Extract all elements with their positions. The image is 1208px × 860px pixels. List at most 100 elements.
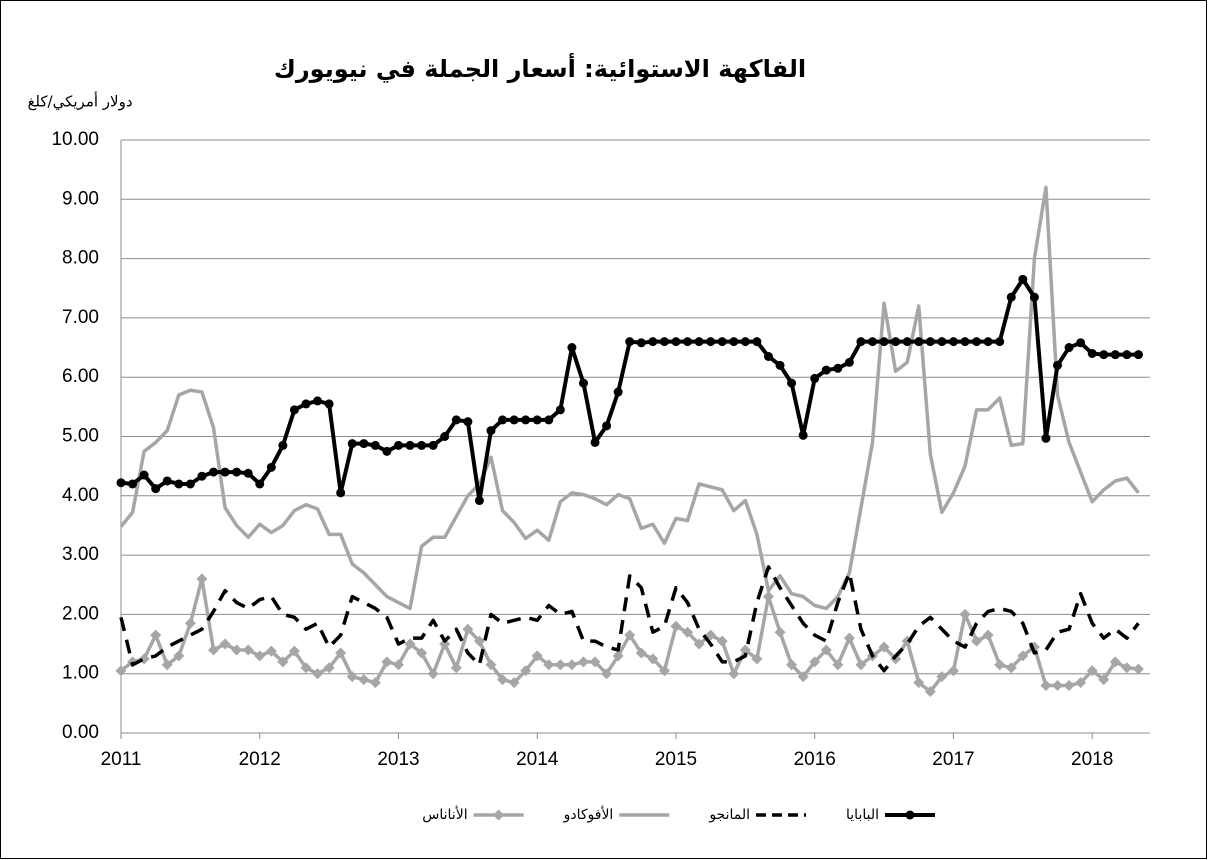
marker <box>567 343 577 353</box>
marker <box>589 656 601 668</box>
marker <box>762 591 774 603</box>
marker <box>336 488 346 498</box>
marker <box>219 638 231 650</box>
marker <box>971 635 983 647</box>
marker <box>855 659 867 671</box>
marker <box>947 665 959 677</box>
y-axis-label: دولار أمريكي/كلغ <box>27 92 132 112</box>
chart-title: الفاكهة الاستوائية: أسعار الجملة في نيوي… <box>274 53 806 83</box>
marker <box>313 396 323 406</box>
marker <box>474 496 484 506</box>
marker <box>277 656 289 668</box>
legend-entry: المانجو <box>708 807 807 823</box>
marker <box>428 440 438 450</box>
marker <box>255 479 265 489</box>
marker <box>369 677 381 689</box>
marker <box>683 337 693 347</box>
marker <box>288 645 300 657</box>
marker <box>128 479 138 489</box>
marker <box>150 629 162 641</box>
marker <box>798 430 808 440</box>
marker <box>774 626 786 638</box>
y-tick-label: 3.00 <box>62 544 99 565</box>
marker <box>636 338 646 348</box>
marker <box>1087 348 1097 358</box>
marker <box>497 674 509 686</box>
marker <box>1063 680 1075 692</box>
marker <box>544 415 554 425</box>
marker <box>486 426 496 436</box>
marker <box>751 653 763 665</box>
y-tick-label: 2.00 <box>62 603 99 624</box>
marker <box>878 641 890 653</box>
marker <box>417 440 427 450</box>
marker <box>451 415 461 425</box>
marker <box>405 440 415 450</box>
marker <box>787 378 797 388</box>
legend: البابايا المانجو الأفوكادو الأناناس <box>422 805 935 823</box>
marker <box>346 671 358 683</box>
marker <box>543 659 555 671</box>
marker <box>728 668 740 680</box>
marker <box>670 620 682 632</box>
x-tick-label: 2012 <box>239 749 281 770</box>
marker <box>740 337 750 347</box>
y-tick-label: 7.00 <box>62 307 99 328</box>
marker <box>682 626 694 638</box>
marker <box>763 351 773 361</box>
marker <box>1053 360 1063 370</box>
marker <box>925 337 935 347</box>
marker <box>185 479 195 489</box>
marker <box>913 677 925 689</box>
marker <box>243 468 253 478</box>
plot <box>115 185 1144 697</box>
marker <box>265 645 277 657</box>
marker <box>716 635 728 647</box>
marker <box>658 665 670 677</box>
marker <box>905 810 915 820</box>
series <box>115 573 1144 697</box>
marker <box>161 659 173 671</box>
line <box>119 185 1140 611</box>
marker <box>844 357 854 367</box>
marker <box>775 360 785 370</box>
x-tick-label: 2015 <box>655 749 697 770</box>
marker <box>717 337 727 347</box>
marker <box>810 373 820 383</box>
marker <box>832 659 844 671</box>
marker <box>982 629 994 641</box>
marker <box>1132 663 1144 675</box>
marker <box>843 632 855 644</box>
marker <box>1040 680 1052 692</box>
x-tick-label: 2017 <box>932 749 974 770</box>
marker <box>891 337 901 347</box>
y-tick-label: 10.00 <box>51 129 99 150</box>
marker <box>393 440 403 450</box>
y-tick-label: 8.00 <box>62 248 99 269</box>
marker <box>821 365 831 375</box>
marker <box>554 659 566 671</box>
marker <box>473 635 485 647</box>
marker <box>508 677 520 689</box>
marker <box>289 405 299 415</box>
x-tick-label: 2016 <box>794 749 836 770</box>
marker <box>625 337 635 347</box>
marker <box>602 421 612 431</box>
marker <box>323 662 335 674</box>
series <box>119 185 1140 611</box>
marker <box>196 573 208 585</box>
legend-label: البابايا <box>846 807 879 823</box>
marker <box>1086 665 1098 677</box>
marker <box>197 471 207 481</box>
marker <box>648 337 658 347</box>
marker <box>612 650 624 662</box>
marker <box>1099 350 1109 360</box>
marker <box>392 659 404 671</box>
marker <box>463 417 473 427</box>
marker <box>498 415 508 425</box>
marker <box>485 659 497 671</box>
marker <box>266 462 276 472</box>
marker <box>312 668 324 680</box>
marker <box>531 650 543 662</box>
